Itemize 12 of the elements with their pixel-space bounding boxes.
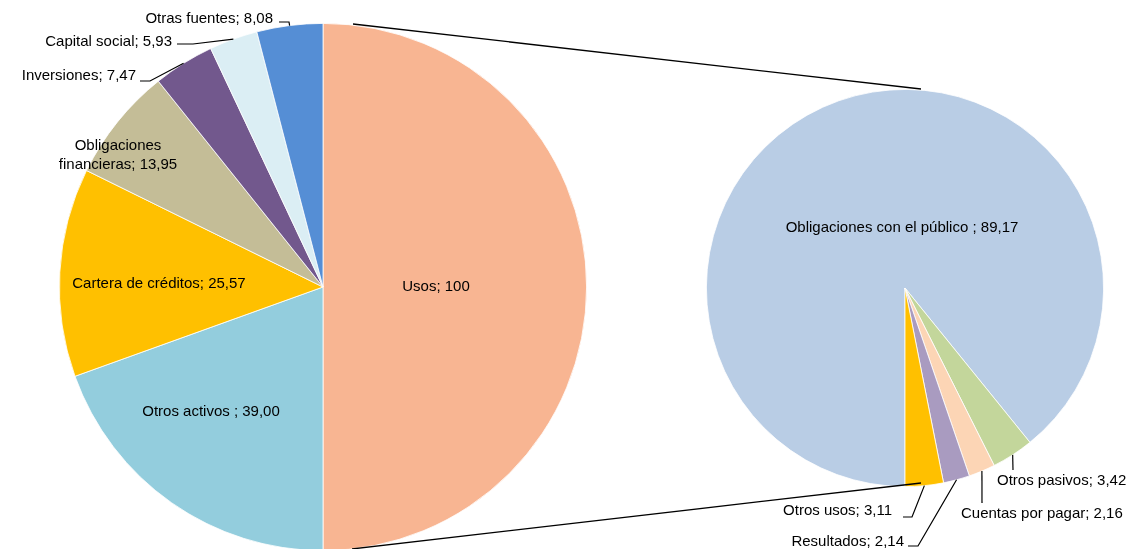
slice-label: Cartera de créditos; 25,57 bbox=[72, 274, 246, 292]
slice-label: Otros pasivos; 3,42 bbox=[997, 471, 1127, 489]
slice-label: Usos; 100 bbox=[402, 277, 470, 295]
slice-label: Otras fuentes; 8,08 bbox=[145, 9, 273, 27]
slice-label: Otros activos ; 39,00 bbox=[142, 402, 280, 420]
slice-label: Obligaciones con el público ; 89,17 bbox=[785, 218, 1019, 236]
slice-label: Otros usos; 3,11 bbox=[783, 501, 892, 519]
slice-label: Inversiones; 7,47 bbox=[21, 66, 136, 84]
slice-label: Resultados; 2,14 bbox=[791, 532, 904, 549]
slice-label: Cuentas por pagar; 2,16 bbox=[961, 504, 1123, 522]
slice-label: Capital social; 5,93 bbox=[45, 32, 172, 50]
slice-label: Obligaciones financieras; 13,95 bbox=[58, 135, 178, 172]
